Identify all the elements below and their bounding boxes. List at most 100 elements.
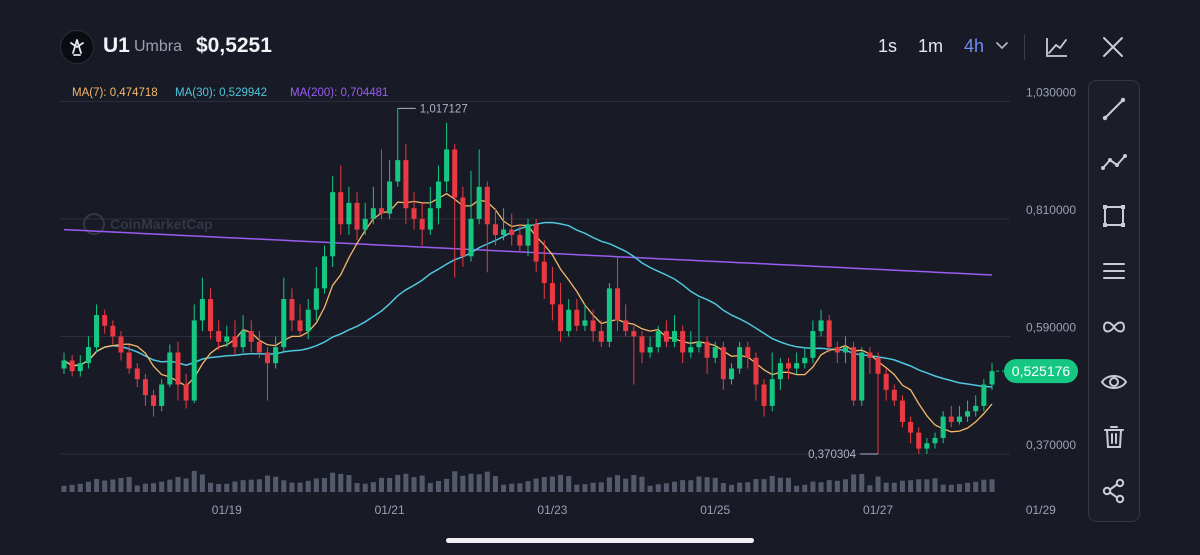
volume-bar [647, 485, 653, 492]
volume-bar [680, 480, 686, 492]
candle-body [387, 181, 393, 214]
candle-body [810, 331, 816, 358]
chevron-down-icon[interactable] [994, 38, 1010, 54]
candle-body [354, 202, 360, 230]
candle [899, 395, 905, 428]
candle [273, 336, 279, 369]
candle [476, 149, 482, 225]
horizontal-lines-icon[interactable] [1100, 257, 1128, 285]
candle [94, 304, 100, 353]
timeframe-1s[interactable]: 1s [878, 36, 898, 56]
volume-bar [224, 483, 230, 492]
candle [370, 186, 376, 225]
candle [639, 331, 645, 364]
volume-bar [623, 478, 629, 492]
share-icon[interactable] [1100, 477, 1128, 505]
candle [232, 320, 238, 356]
candle-body [965, 411, 971, 417]
candle-body [134, 368, 140, 380]
candle [802, 347, 808, 369]
volume-bar [549, 476, 555, 492]
candle [256, 331, 262, 358]
candle [867, 347, 873, 374]
volume-bar [663, 483, 669, 492]
timeframe-4h[interactable]: 4h [964, 36, 985, 56]
candle [208, 288, 214, 340]
candle [509, 213, 515, 246]
candle-body [615, 288, 621, 321]
volume-bar [460, 475, 466, 492]
eye-icon[interactable] [1100, 368, 1128, 396]
watermark-logo-icon [83, 213, 105, 235]
volume-bar [492, 476, 498, 492]
candle-body [574, 309, 580, 326]
volume-bar [761, 479, 767, 492]
candle-body [696, 341, 702, 348]
candle-body [61, 360, 67, 369]
candle-body [240, 331, 246, 348]
candle [191, 304, 197, 404]
candle [427, 186, 433, 235]
candle [981, 379, 987, 412]
timeframe-1m[interactable]: 1m [918, 36, 944, 56]
candle [142, 373, 148, 406]
candle-body [908, 421, 914, 433]
volume-bar [338, 473, 344, 492]
volume-bar [240, 480, 246, 492]
candle [102, 309, 108, 334]
candle-body [248, 331, 254, 342]
candlestick-chart[interactable]: 1,030000 0,810000 0,590000 0,370000 CoinMark… [0, 0, 1085, 530]
volume-bar [264, 475, 271, 492]
candle-body [818, 320, 824, 332]
close-icon[interactable] [1100, 34, 1126, 60]
candle-body [199, 299, 205, 321]
x-tick-label: 01/25 [700, 503, 730, 517]
trash-icon[interactable] [1100, 423, 1128, 451]
volume-bar [606, 477, 612, 492]
candle [859, 347, 865, 406]
candle [810, 320, 816, 364]
x-tick-label: 01/27 [863, 503, 893, 517]
infinity-icon[interactable] [1100, 313, 1128, 341]
candle [69, 355, 75, 377]
candle [745, 341, 751, 369]
candle [387, 160, 393, 219]
candle-body [672, 331, 678, 342]
candle [826, 315, 832, 353]
watermark: CoinMarketCap [83, 213, 213, 235]
token-logo-icon [60, 30, 94, 64]
candle-body [549, 283, 555, 305]
candle-body [297, 320, 303, 332]
polyline-icon[interactable] [1100, 148, 1128, 176]
volume-bar [826, 480, 832, 492]
candle-body [680, 331, 686, 353]
candle [159, 379, 165, 412]
candle-body [484, 186, 490, 225]
volume-bar [981, 479, 987, 492]
candle [199, 277, 205, 332]
volume-bar [777, 477, 783, 492]
candle [134, 363, 140, 388]
ma200-legend: MA(200): 0,704481 [290, 87, 389, 99]
volume-bar [908, 480, 914, 492]
candle [956, 405, 962, 425]
candle-body [313, 288, 319, 310]
candle [297, 304, 303, 337]
candle-body [183, 384, 189, 401]
volume-bar [159, 481, 165, 492]
candle-body [126, 352, 132, 369]
volume-bar [615, 475, 621, 492]
volume-bar [745, 482, 751, 492]
volume-bar [598, 482, 604, 492]
candle [354, 192, 360, 241]
candle-body [606, 288, 612, 342]
candle [908, 416, 914, 444]
volume-bar [590, 482, 596, 492]
candle-body [427, 208, 433, 230]
candle [712, 341, 718, 364]
chart-style-icon[interactable] [1044, 34, 1070, 60]
rectangle-icon[interactable] [1100, 202, 1128, 230]
watermark-text: CoinMarketCap [110, 216, 213, 232]
trend-line-icon[interactable] [1100, 95, 1128, 123]
candle-body [256, 341, 262, 353]
